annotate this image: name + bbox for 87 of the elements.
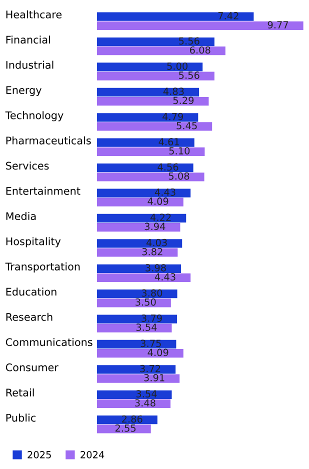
data-label: 3.54	[136, 324, 157, 331]
bar	[97, 96, 209, 106]
data-label: 4.09	[148, 348, 168, 356]
bar	[97, 298, 171, 308]
data-label: 4.43	[154, 273, 176, 281]
data-label: 4.43	[154, 188, 176, 196]
data-label: 4.56	[158, 163, 178, 171]
bar	[97, 239, 182, 248]
bar	[97, 222, 180, 232]
data-label: 5.08	[168, 172, 190, 180]
data-label: 2.55	[115, 424, 136, 432]
bar	[97, 273, 191, 282]
bar	[97, 88, 200, 97]
bar	[97, 340, 176, 349]
bar	[97, 37, 214, 46]
bar	[97, 147, 205, 156]
y-tick-label: Retail	[6, 388, 34, 396]
data-label: 4.22	[150, 214, 171, 221]
y-tick-label: Public	[6, 414, 36, 422]
bar	[97, 349, 184, 358]
y-tick-label: Education	[6, 288, 56, 296]
y-tick-label: Media	[6, 212, 36, 220]
bar	[97, 164, 194, 172]
y-tick-label: Industrial	[6, 60, 54, 69]
data-label: 5.29	[173, 96, 194, 104]
bar	[97, 46, 226, 56]
legend-label: 2025	[28, 451, 51, 458]
data-label: 3.72	[140, 364, 160, 372]
bar	[97, 416, 158, 424]
y-tick-label: Consumer	[6, 363, 58, 372]
bar	[97, 374, 180, 383]
bar	[97, 188, 191, 198]
y-tick-label: Pharmaceuticals	[6, 136, 91, 144]
data-label: 3.91	[144, 374, 164, 382]
data-label: 4.61	[158, 138, 179, 146]
data-label: 3.80	[142, 289, 162, 297]
data-label: 3.94	[144, 222, 166, 230]
y-tick-label: Communications	[6, 338, 92, 346]
y-tick-label: Financial	[6, 36, 50, 44]
bar	[97, 62, 203, 72]
data-label: 4.79	[162, 112, 184, 120]
bar	[97, 264, 182, 273]
bar	[97, 324, 172, 332]
data-label: 5.00	[167, 62, 188, 70]
bar	[97, 314, 178, 324]
data-label: 4.09	[148, 198, 168, 205]
data-label: 3.98	[146, 264, 166, 272]
data-label: 7.42	[218, 12, 238, 20]
y-tick-label: Research	[6, 312, 52, 321]
data-label: 5.56	[179, 72, 200, 79]
data-label: 3.79	[142, 314, 162, 322]
bar	[97, 214, 186, 223]
bar	[97, 390, 172, 399]
data-label: 5.56	[179, 37, 200, 45]
data-label: 4.03	[146, 238, 167, 246]
bar	[97, 122, 212, 131]
bar	[97, 248, 178, 257]
data-label: 3.82	[142, 248, 162, 256]
data-label: 3.75	[140, 340, 161, 348]
data-label: 6.08	[190, 46, 210, 54]
y-tick-label: Healthcare	[6, 10, 62, 18]
data-label: 3.50	[136, 298, 156, 306]
bar	[97, 138, 194, 147]
data-label: 9.77	[268, 21, 288, 28]
y-tick-label: Services	[6, 162, 49, 170]
bar	[97, 290, 178, 298]
data-label: 5.45	[176, 122, 197, 130]
bar	[97, 21, 304, 30]
bar	[97, 399, 170, 408]
y-tick-label: Technology	[5, 111, 64, 122]
y-tick-label: Energy	[6, 86, 42, 96]
data-label: 5.10	[169, 147, 190, 155]
bar	[97, 12, 254, 21]
bar	[97, 365, 176, 374]
legend-label: 2024	[80, 451, 104, 458]
data-label: 4.83	[163, 88, 184, 96]
data-label: 2.86	[122, 415, 142, 423]
y-tick-label: Hospitality	[6, 237, 61, 248]
bar	[97, 172, 204, 182]
data-label: 3.48	[135, 399, 156, 407]
y-tick-label: Transportation	[5, 262, 80, 272]
y-tick-label: Entertainment	[6, 186, 80, 195]
bar	[97, 198, 184, 206]
bar	[97, 424, 151, 434]
data-label: 3.54	[136, 390, 157, 398]
bar	[97, 113, 198, 122]
bar	[97, 72, 214, 80]
